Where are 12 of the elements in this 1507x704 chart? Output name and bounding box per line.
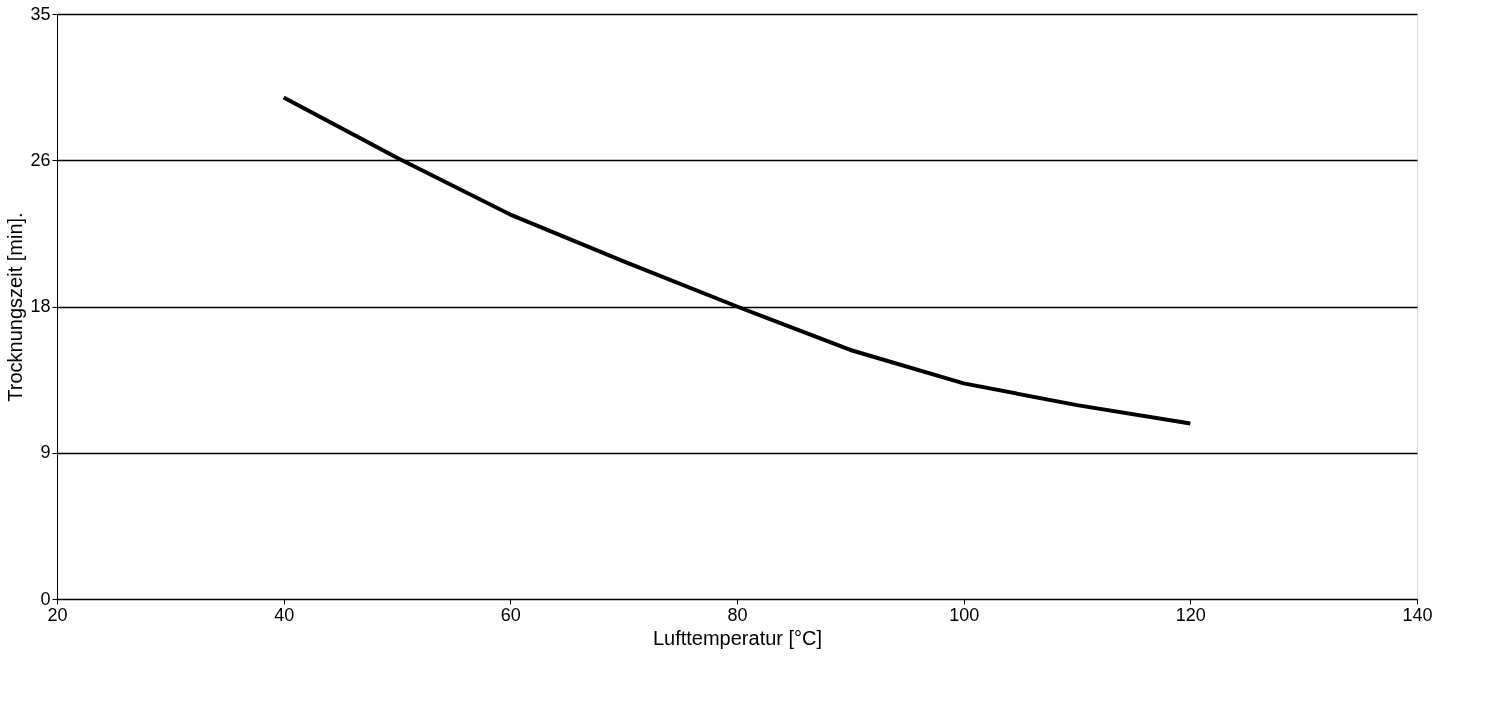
x-axis-title: Lufttemperatur [°C] (652, 626, 823, 649)
x-tick-label: 80 (727, 604, 748, 625)
x-tick-label: 60 (500, 604, 521, 625)
y-axis-title: Trocknungszeit [min]. (4, 212, 27, 402)
x-tick-label: 40 (274, 604, 295, 625)
y-tick-label: 9 (40, 442, 51, 463)
x-tick-label: 100 (949, 604, 980, 625)
y-tick-label: 18 (30, 296, 51, 316)
y-tick-label: 26 (30, 149, 51, 170)
x-tick-label: 120 (1175, 604, 1206, 625)
y-tick-label: 35 (30, 3, 51, 24)
x-tick-label: 140 (1402, 604, 1433, 625)
